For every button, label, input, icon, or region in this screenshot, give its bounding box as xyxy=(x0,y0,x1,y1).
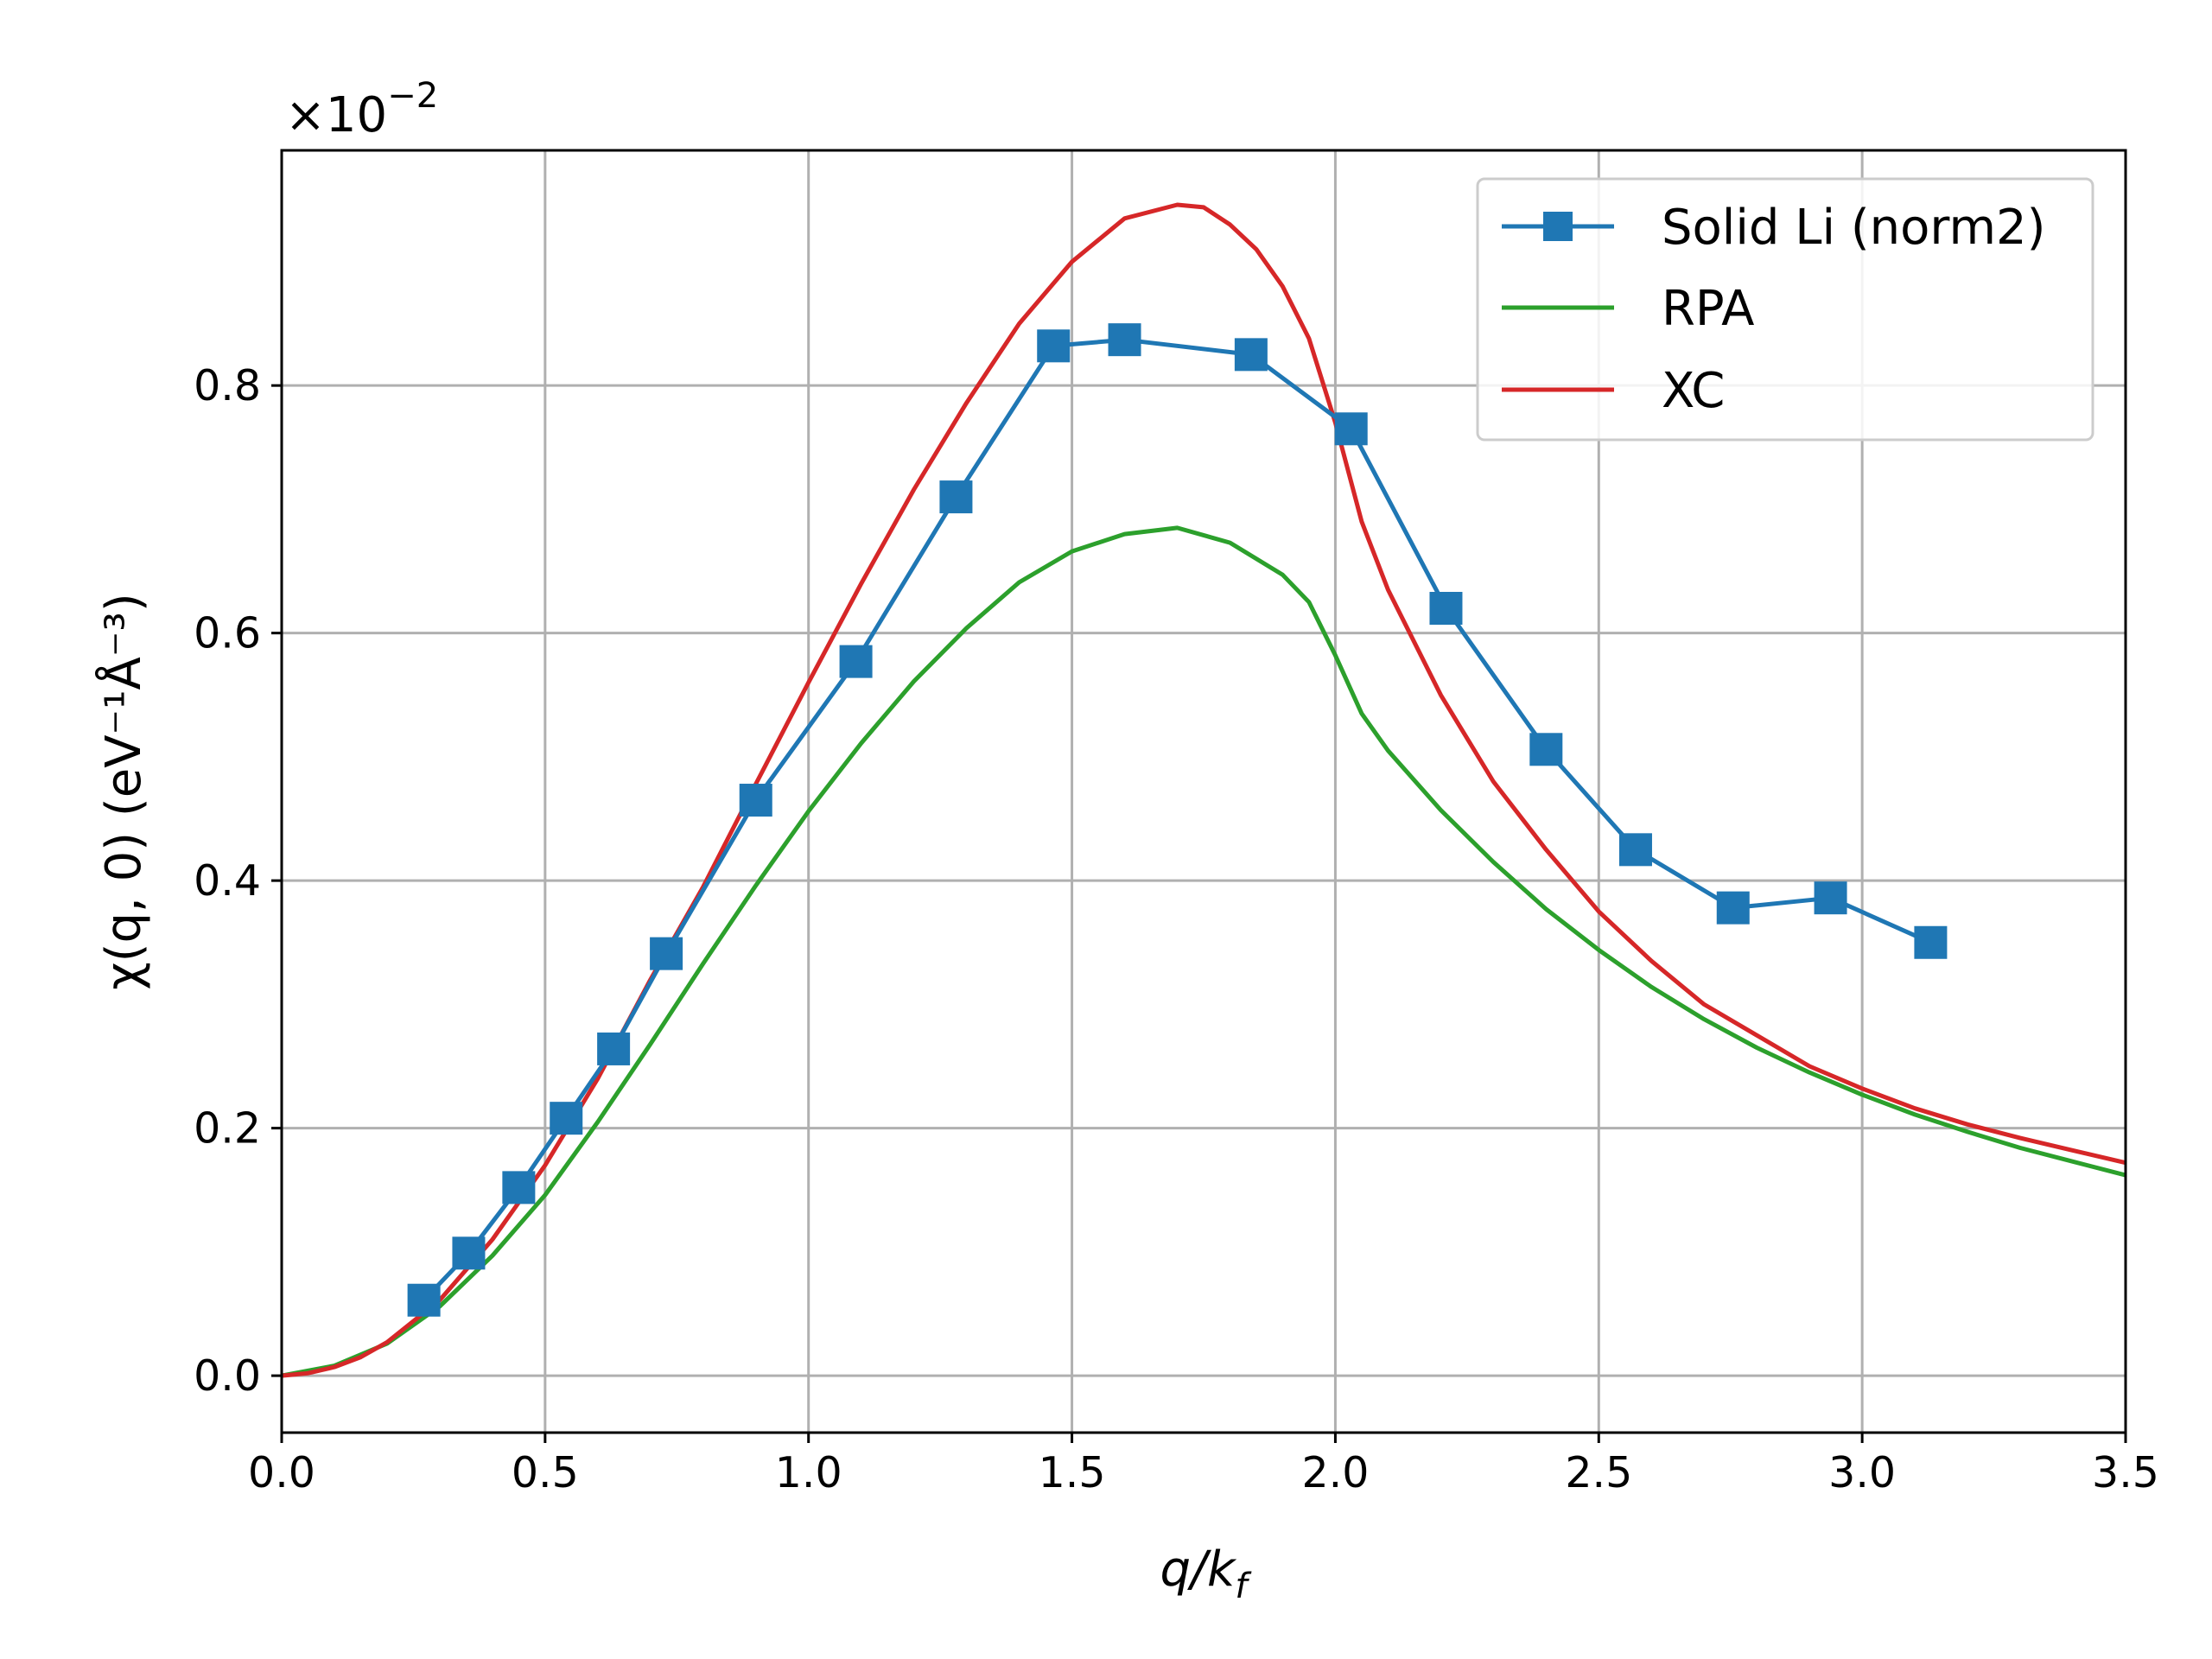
data-point-solid-li-norm2 xyxy=(1108,323,1141,357)
x-tick-label: 1.0 xyxy=(775,1448,842,1497)
y-tick-label: 0.2 xyxy=(194,1104,261,1154)
legend: Solid Li (norm2) RPA XC xyxy=(1476,177,2094,442)
legend-label-rpa: RPA xyxy=(1662,281,1754,337)
y-scale-label: ×10−2 xyxy=(285,76,438,143)
series-line-xc xyxy=(281,202,2126,1378)
data-point-solid-li-norm2 xyxy=(739,784,772,817)
data-point-solid-li-norm2 xyxy=(1618,833,1652,867)
x-axis-title: q/kf xyxy=(1160,1541,1253,1606)
data-point-solid-li-norm2 xyxy=(1234,338,1268,372)
data-point-solid-li-norm2 xyxy=(939,480,973,514)
data-point-solid-li-norm2 xyxy=(1429,592,1463,625)
legend-marker-solid-li xyxy=(1543,212,1573,241)
x-tick-label: 1.5 xyxy=(1039,1448,1106,1497)
y-tick-label: 0.6 xyxy=(194,609,261,658)
plot-frame xyxy=(280,149,2127,1434)
data-point-solid-li-norm2 xyxy=(1814,881,1847,915)
series-line-rpa xyxy=(281,525,2126,1378)
data-point-solid-li-norm2 xyxy=(1914,925,1948,959)
legend-label-solid-li: Solid Li (norm2) xyxy=(1662,200,2046,256)
legend-label-xc: XC xyxy=(1662,363,1725,419)
x-tick-label: 2.5 xyxy=(1565,1448,1632,1497)
x-tick-label: 2.0 xyxy=(1301,1448,1369,1497)
x-tick-label: 0.5 xyxy=(512,1448,579,1497)
ticks: 0.0 0.5 1.0 1.5 2.0 2.5 3.0 3.5 0.0 0.2 0.4 0.6 0.8 xyxy=(194,361,2159,1497)
data-point-solid-li-norm2 xyxy=(452,1236,486,1270)
data-point-solid-li-norm2 xyxy=(407,1283,441,1317)
x-tick-label: 0.0 xyxy=(248,1448,315,1497)
data-point-solid-li-norm2 xyxy=(597,1032,631,1065)
y-tick-label: 0.4 xyxy=(194,856,261,906)
data-point-solid-li-norm2 xyxy=(1037,329,1071,363)
data-point-solid-li-norm2 xyxy=(839,645,873,678)
data-point-solid-li-norm2 xyxy=(1529,733,1563,766)
data-point-solid-li-norm2 xyxy=(1716,891,1750,925)
data-point-solid-li-norm2 xyxy=(650,937,683,970)
legend-box xyxy=(1476,177,2094,442)
y-scale-exponent: −2 xyxy=(387,76,438,116)
y-axis-title: χ(q, 0) (eV⁻¹Å⁻³) xyxy=(95,593,152,989)
data-point-solid-li-norm2 xyxy=(1334,412,1368,446)
x-tick-label: 3.0 xyxy=(1828,1448,1896,1497)
data-point-solid-li-norm2 xyxy=(550,1102,583,1135)
series-layer xyxy=(281,202,2126,1378)
x-axis-title-subscript: f xyxy=(1235,1567,1252,1606)
y-tick-label: 0.8 xyxy=(194,361,261,410)
y-tick-label: 0.0 xyxy=(194,1351,261,1401)
x-tick-label: 3.5 xyxy=(2092,1448,2159,1497)
data-point-solid-li-norm2 xyxy=(502,1171,536,1205)
series-line-solid-li-norm2 xyxy=(422,337,1932,1302)
